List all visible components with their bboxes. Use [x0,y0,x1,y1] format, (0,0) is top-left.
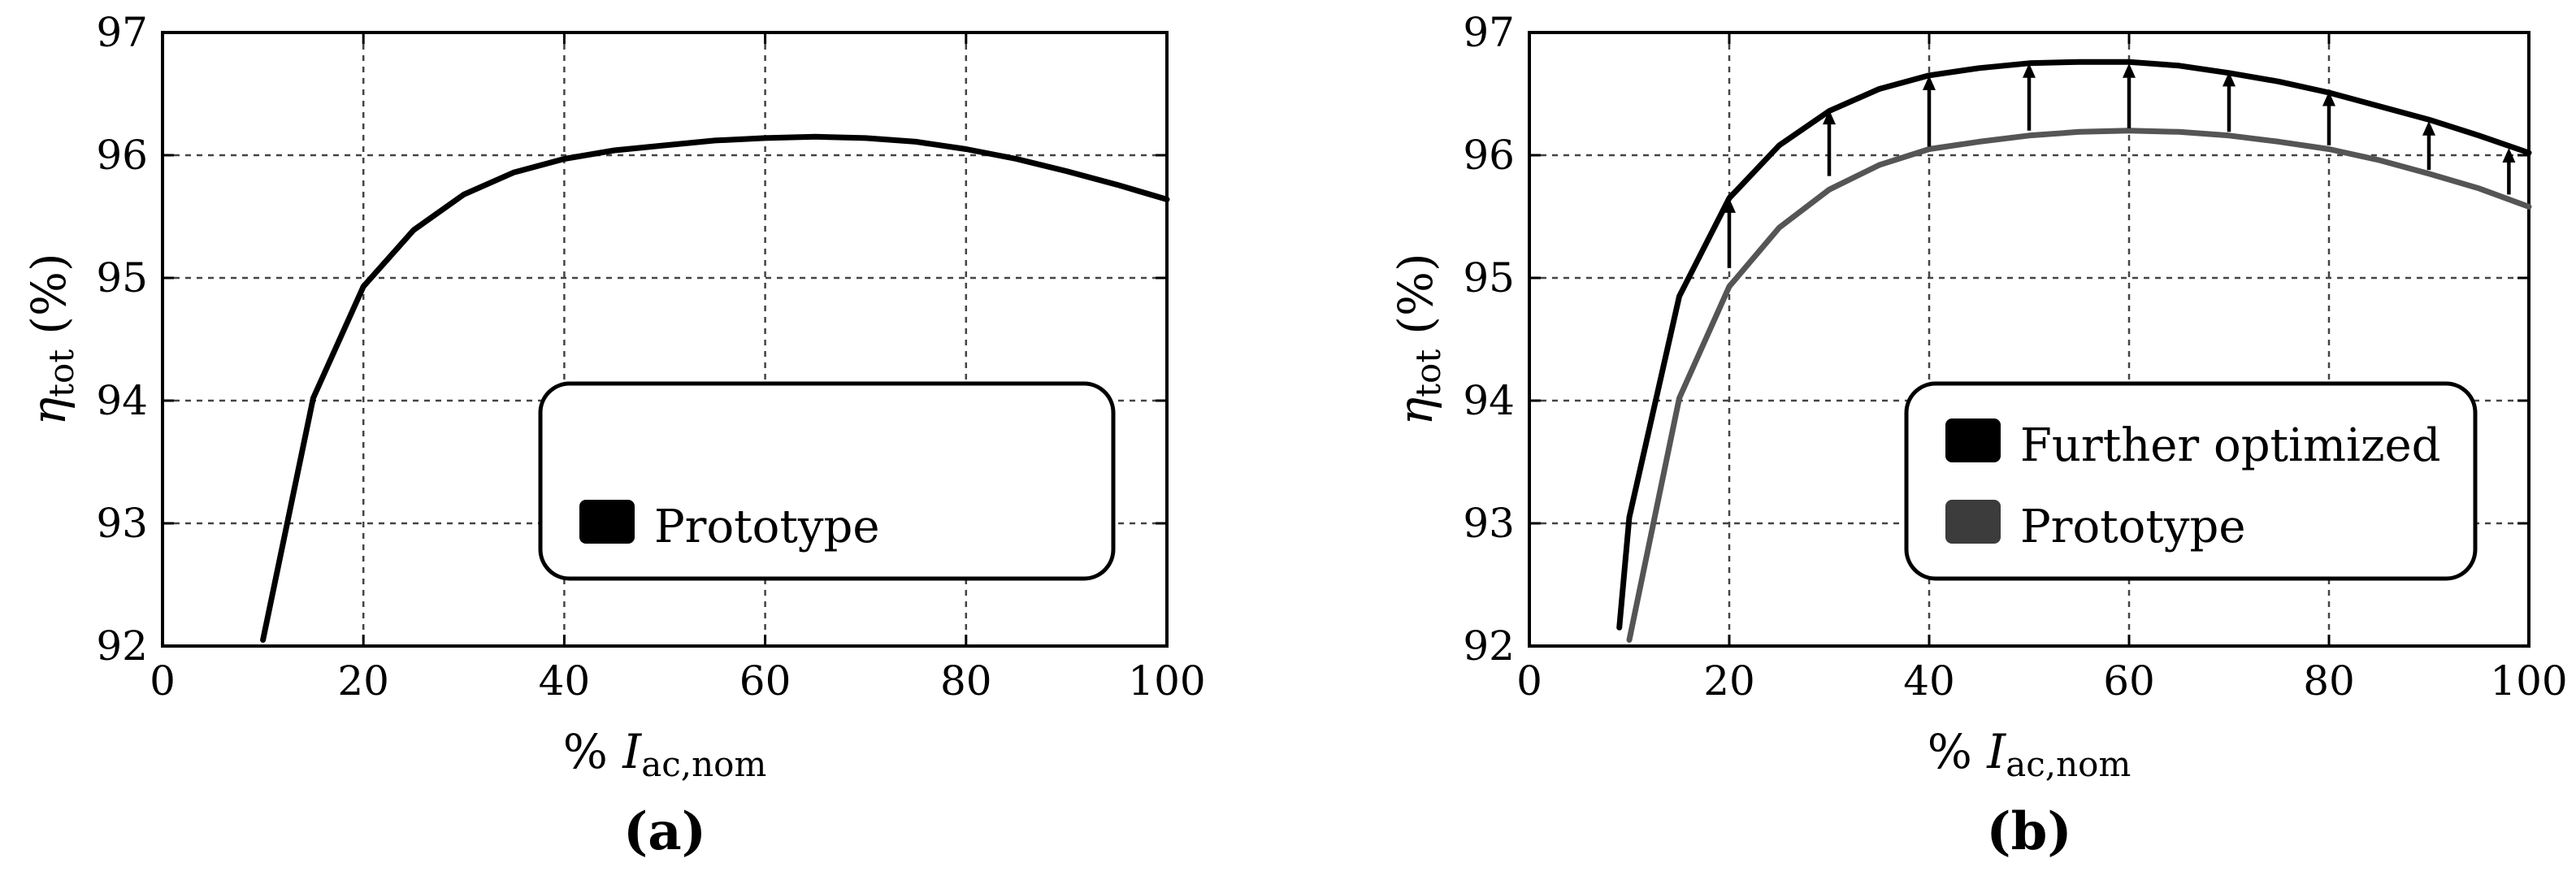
y-tick-label: 93 [1463,500,1515,547]
legend-label: Prototype [654,501,880,553]
x-tick-label: 80 [2303,657,2355,705]
x-tick-label: 100 [1128,657,1205,705]
series-layer [260,133,1170,643]
y-axis-label: ηtot (%) [21,253,81,425]
legend-swatch [579,500,635,544]
plot-frame [1528,31,2530,648]
arrow-head [2223,72,2236,87]
y-axis-label-var: η [1388,397,1443,426]
y-axis-label-unit: (%) [1388,253,1443,334]
arrow-head [1723,197,1736,213]
y-tick-label: 92 [96,622,148,670]
y-tick-label: 93 [96,500,148,547]
arrow-head [2502,147,2516,163]
x-axis-label-prefix: % [1928,724,1988,779]
panel-label-b: (b) [1986,801,2071,862]
arrow-head [1923,75,1936,90]
y-tick-label: 92 [1463,622,1515,670]
x-tick-label: 0 [150,657,176,705]
series-line-2 [1626,128,2532,643]
y-tick-label: 94 [1463,377,1515,424]
panel-label-a: (a) [623,801,706,862]
x-axis-label-sub: ac,nom [2006,744,2131,784]
x-axis-label-var: I [622,724,642,779]
y-tick-label: 95 [1463,254,1515,301]
series-line-1 [260,133,1170,643]
x-axis-label: % Iac,nom [563,724,767,784]
legend-box [1904,381,2478,581]
y-tick-label: 96 [96,132,148,179]
improvement-arrows [1723,63,2516,268]
y-axis-label-sub: tot [1408,349,1448,397]
x-tick-label: 20 [337,657,389,705]
axis-ticks: 0 20 40 60 80 100 92 93 94 95 96 97 [96,9,1205,705]
y-tick-label: 94 [96,377,148,424]
chart-panel-a: 0 20 40 60 80 100 92 93 94 95 96 97 % Iac,nom ηtot (… [21,9,1206,862]
legend: Further optimized Prototype [1904,381,2478,581]
plot-frame [161,31,1169,648]
axis-ticks: 0 20 40 60 80 100 92 93 94 95 96 97 [1463,9,2567,705]
x-axis-label-sub: ac,nom [641,744,766,784]
legend-swatch [1945,500,2001,544]
chart-panel-b: 0 20 40 60 80 100 92 93 94 95 96 97 % Iac,nom ηtot (… [1388,9,2568,862]
series-line-1 [1616,59,2532,631]
legend-box [538,381,1116,581]
y-tick-label: 96 [1463,132,1515,179]
y-tick-label: 97 [96,9,148,56]
series-layer [1616,59,2532,643]
arrow-head [1823,110,1836,125]
y-axis-label-sub: tot [41,349,81,397]
x-tick-label: 40 [539,657,591,705]
legend-swatch [1945,418,2001,462]
x-tick-label: 80 [940,657,992,705]
legend: Prototype [538,381,1116,581]
x-tick-label: 60 [739,657,791,705]
y-axis-label-var: η [21,397,76,426]
y-axis-label-unit: (%) [21,253,76,334]
x-tick-label: 0 [1516,657,1542,705]
y-tick-label: 95 [96,254,148,301]
arrow-head [2023,63,2036,78]
legend-label: Prototype [2020,501,2246,553]
x-axis-label-var: I [1986,724,2006,779]
x-axis-label-prefix: % [563,724,623,779]
x-tick-label: 20 [1703,657,1755,705]
x-tick-label: 60 [2103,657,2155,705]
x-tick-label: 100 [2490,657,2567,705]
arrow-head [2123,63,2136,78]
arrow-head [2422,120,2435,136]
x-tick-label: 40 [1903,657,1955,705]
arrow-head [2322,91,2335,106]
legend-label: Further optimized [2020,419,2440,472]
x-axis-label: % Iac,nom [1928,724,2131,784]
y-tick-label: 97 [1463,9,1515,56]
y-axis-label: ηtot (%) [1388,253,1448,425]
